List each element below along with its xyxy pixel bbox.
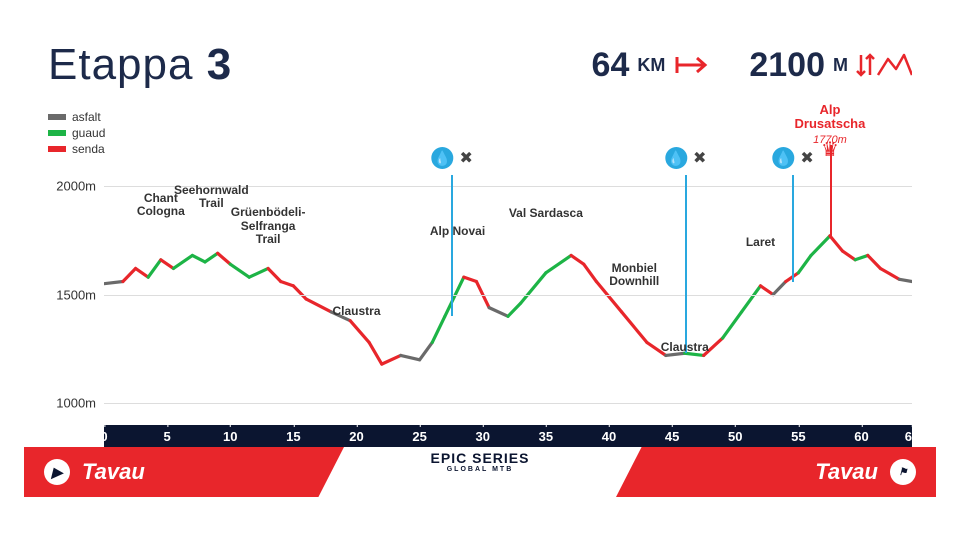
- place-label: Claustra: [332, 305, 380, 318]
- legend-row: asfalt: [48, 110, 105, 124]
- aid-station: 💧✖: [792, 175, 794, 282]
- y-tick: 2000m: [40, 178, 96, 193]
- elevation-chart: 1000m1500m2000m💧✖💧✖💧✖Alp Drusatscha1770m…: [48, 175, 912, 425]
- stage-title: Etappa 3: [48, 40, 232, 90]
- x-tick: 5: [164, 429, 171, 444]
- distance-icon: [673, 54, 709, 76]
- water-icon: 💧: [772, 147, 794, 169]
- x-tick: 35: [539, 429, 553, 444]
- wrench-icon: ✖: [693, 148, 706, 168]
- x-tick: 50: [728, 429, 742, 444]
- stage-stats: 64KM 2100M: [592, 46, 912, 85]
- aid-station: 💧✖: [685, 175, 687, 353]
- x-tick: 45: [665, 429, 679, 444]
- start-flag: ▶ Tavau: [24, 447, 344, 497]
- title-prefix: Etappa: [48, 40, 193, 89]
- end-flag: Tavau ⚑: [616, 447, 936, 497]
- wrench-icon: ✖: [459, 148, 472, 168]
- brand-logo: EPIC SERIES GLOBAL MTB: [431, 450, 530, 473]
- legend-swatch: [48, 114, 66, 120]
- place-label: Claustra: [661, 341, 709, 354]
- end-city: Tavau: [815, 459, 878, 485]
- play-icon: ▶: [44, 459, 70, 485]
- aid-station: 💧✖: [451, 175, 453, 316]
- x-tick: 20: [349, 429, 363, 444]
- y-tick: 1500m: [40, 287, 96, 302]
- place-label: Grüenbödeli-SelfrangaTrail: [231, 206, 306, 246]
- legend-label: asfalt: [72, 110, 101, 124]
- legend-label: guaud: [72, 126, 105, 140]
- x-axis: 05101520253035404550556064: [104, 425, 912, 447]
- stage-number: 3: [207, 40, 232, 89]
- y-tick: 1000m: [40, 396, 96, 411]
- gridline: [104, 295, 912, 296]
- x-tick: 15: [286, 429, 300, 444]
- place-label: Laret: [746, 236, 775, 249]
- wrench-icon: ✖: [800, 148, 813, 168]
- water-icon: 💧: [665, 147, 687, 169]
- place-label: MonbielDownhill: [609, 262, 659, 288]
- legend-row: guaud: [48, 126, 105, 140]
- surface-legend: asfalt guaud senda: [48, 110, 105, 158]
- x-tick: 30: [476, 429, 490, 444]
- place-label: Alp Novai: [430, 225, 485, 238]
- x-tick: 10: [223, 429, 237, 444]
- legend-label: senda: [72, 142, 105, 156]
- start-city: Tavau: [82, 459, 145, 485]
- x-tick: 60: [854, 429, 868, 444]
- legend-swatch: [48, 146, 66, 152]
- gridline: [104, 403, 912, 404]
- x-tick: 0: [100, 429, 107, 444]
- x-tick: 40: [602, 429, 616, 444]
- x-tick: 25: [412, 429, 426, 444]
- crown-icon: ♛: [821, 137, 839, 162]
- elevation-stat: 2100M: [749, 46, 912, 85]
- legend-row: senda: [48, 142, 105, 156]
- water-icon: 💧: [431, 147, 453, 169]
- place-label: Val Sardasca: [509, 207, 583, 220]
- distance-stat: 64KM: [592, 46, 710, 85]
- legend-swatch: [48, 130, 66, 136]
- finish-icon: ⚑: [890, 459, 916, 485]
- x-tick: 55: [791, 429, 805, 444]
- elevation-icon: [856, 53, 912, 77]
- x-tick: 64: [905, 429, 919, 444]
